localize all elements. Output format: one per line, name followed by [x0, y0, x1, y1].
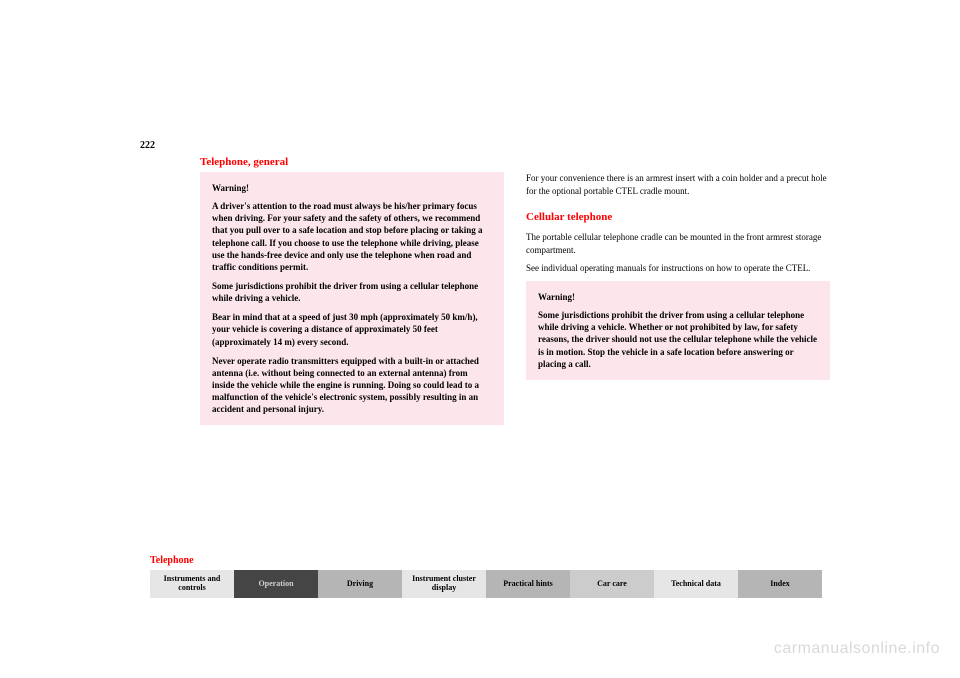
nav-tabs: Instruments and controls Operation Drivi…	[150, 570, 822, 598]
body-text: The portable cellular telephone cradle c…	[526, 231, 830, 256]
warning-box-right: Warning! Some jurisdictions prohibit the…	[526, 281, 830, 380]
page-number: 222	[140, 140, 155, 151]
tab-practical-hints[interactable]: Practical hints	[486, 570, 570, 598]
warning-paragraph: Some jurisdictions prohibit the driver f…	[538, 309, 818, 370]
body-text: See individual operating manuals for ins…	[526, 262, 830, 275]
tab-technical-data[interactable]: Technical data	[654, 570, 738, 598]
tab-driving[interactable]: Driving	[318, 570, 402, 598]
manual-page: 222 Telephone, general Warning! A driver…	[140, 140, 820, 580]
subsection-heading: Cellular telephone	[526, 211, 830, 223]
left-column: Warning! A driver's attention to the roa…	[200, 172, 504, 425]
right-column: For your convenience there is an armrest…	[526, 172, 830, 425]
warning-paragraph: A driver's attention to the road must al…	[212, 200, 492, 273]
footer-section-label: Telephone	[150, 555, 194, 566]
warning-paragraph: Bear in mind that at a speed of just 30 …	[212, 311, 492, 347]
warning-box-left: Warning! A driver's attention to the roa…	[200, 172, 504, 425]
tab-car-care[interactable]: Car care	[570, 570, 654, 598]
content-columns: Warning! A driver's attention to the roa…	[200, 172, 830, 425]
warning-paragraph: Some jurisdictions prohibit the driver f…	[212, 280, 492, 304]
tab-operation[interactable]: Operation	[234, 570, 318, 598]
warning-title: Warning!	[538, 291, 818, 303]
section-title: Telephone, general	[200, 156, 288, 168]
tab-instrument-cluster[interactable]: Instrument cluster display	[402, 570, 486, 598]
tab-instruments[interactable]: Instruments and controls	[150, 570, 234, 598]
warning-paragraph: Never operate radio transmitters equippe…	[212, 355, 492, 416]
warning-title: Warning!	[212, 182, 492, 194]
watermark: carmanualsonline.info	[774, 640, 940, 658]
body-text: For your convenience there is an armrest…	[526, 172, 830, 197]
tab-index[interactable]: Index	[738, 570, 822, 598]
